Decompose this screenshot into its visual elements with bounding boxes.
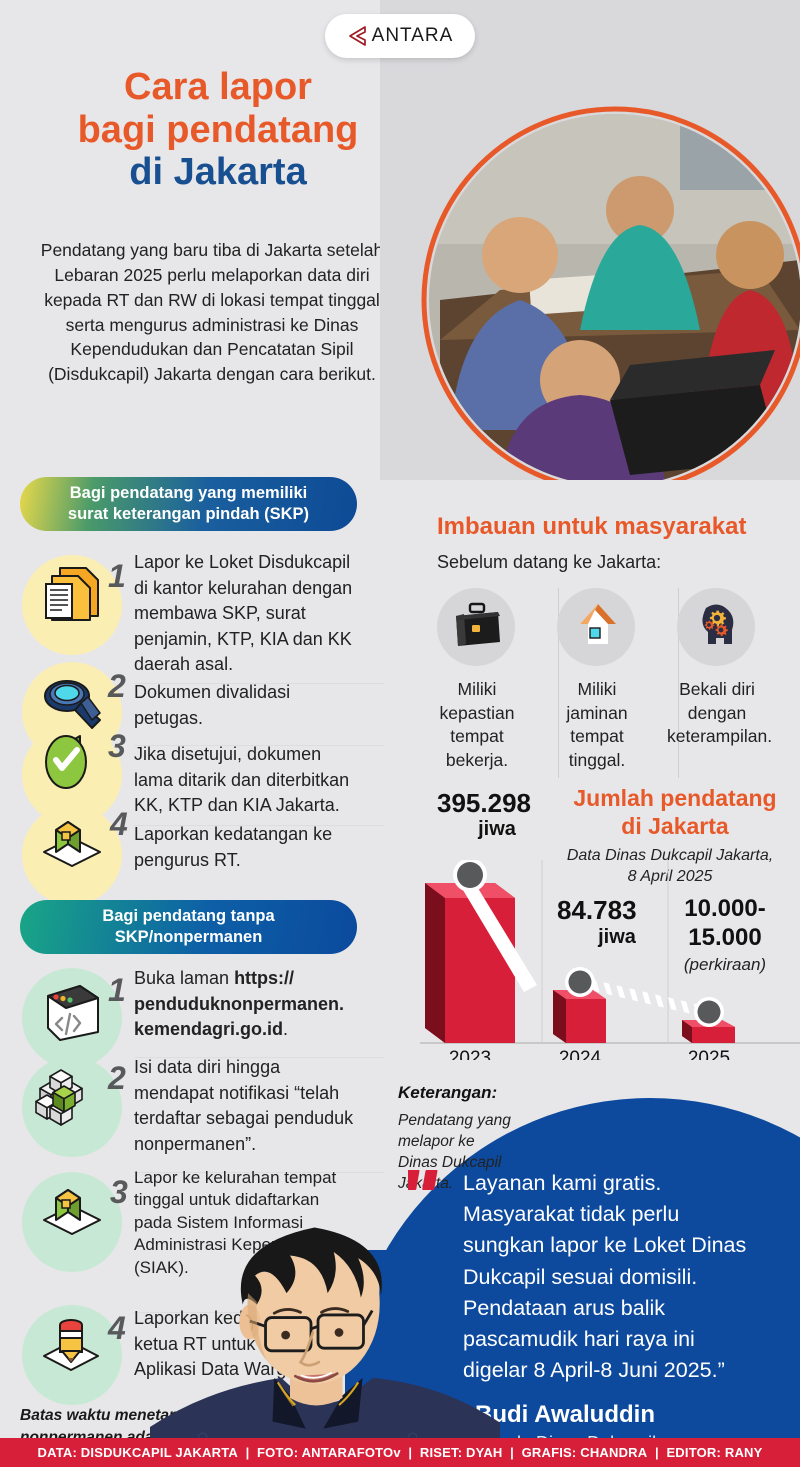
svg-text:2024: 2024 [559, 1048, 602, 1060]
svg-text:2023: 2023 [449, 1048, 491, 1060]
svg-text:2025: 2025 [688, 1048, 730, 1060]
